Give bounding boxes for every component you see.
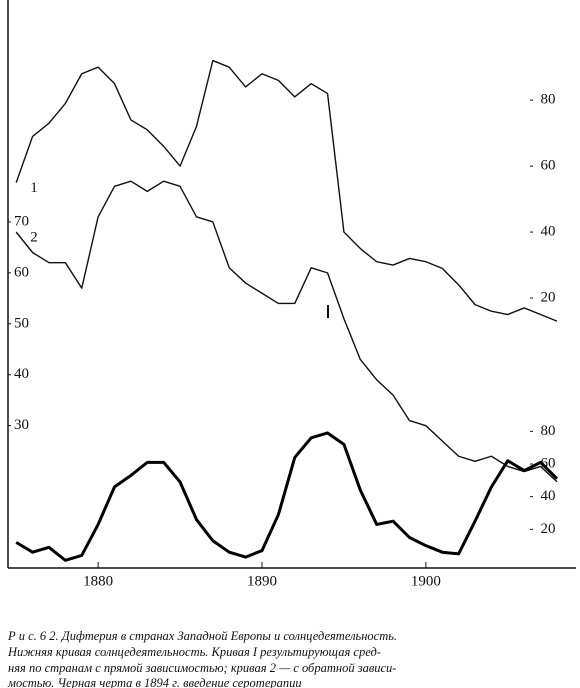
curve-label: 2 [30,230,38,246]
y-tick-label: 80 [541,423,556,439]
y-tick-label: 80 [541,92,556,108]
data-line [15,180,558,483]
y-tick-label: 40 [14,366,29,382]
y-tick-label: 60 [14,264,29,280]
x-tick-label: 1900 [411,573,441,589]
y-tick-label: 40 [541,224,556,240]
y-tick-label: 50 [14,315,29,331]
data-line [15,59,558,322]
x-tick-label: 1880 [83,573,113,589]
caption: Нижняя кривая солнцедеятельность. Кривая… [7,645,381,659]
caption: мостью. Черная черта в 1894 г. введение … [7,676,302,688]
y-tick-label: 70 [14,213,29,229]
caption: Р и с. 6 2. Дифтерия в странах Западной … [7,629,397,643]
y-tick-label: 30 [14,417,29,433]
y-tick-label: 60 [541,158,556,174]
curve-label: 1 [30,180,38,196]
x-tick-label: 1890 [247,573,277,589]
caption: няя по странам с прямой зависимостью; кр… [8,661,396,675]
y-tick-label: 20 [541,521,556,537]
y-tick-label: 20 [541,289,556,305]
data-line [15,431,559,562]
y-tick-label: 40 [541,488,556,504]
